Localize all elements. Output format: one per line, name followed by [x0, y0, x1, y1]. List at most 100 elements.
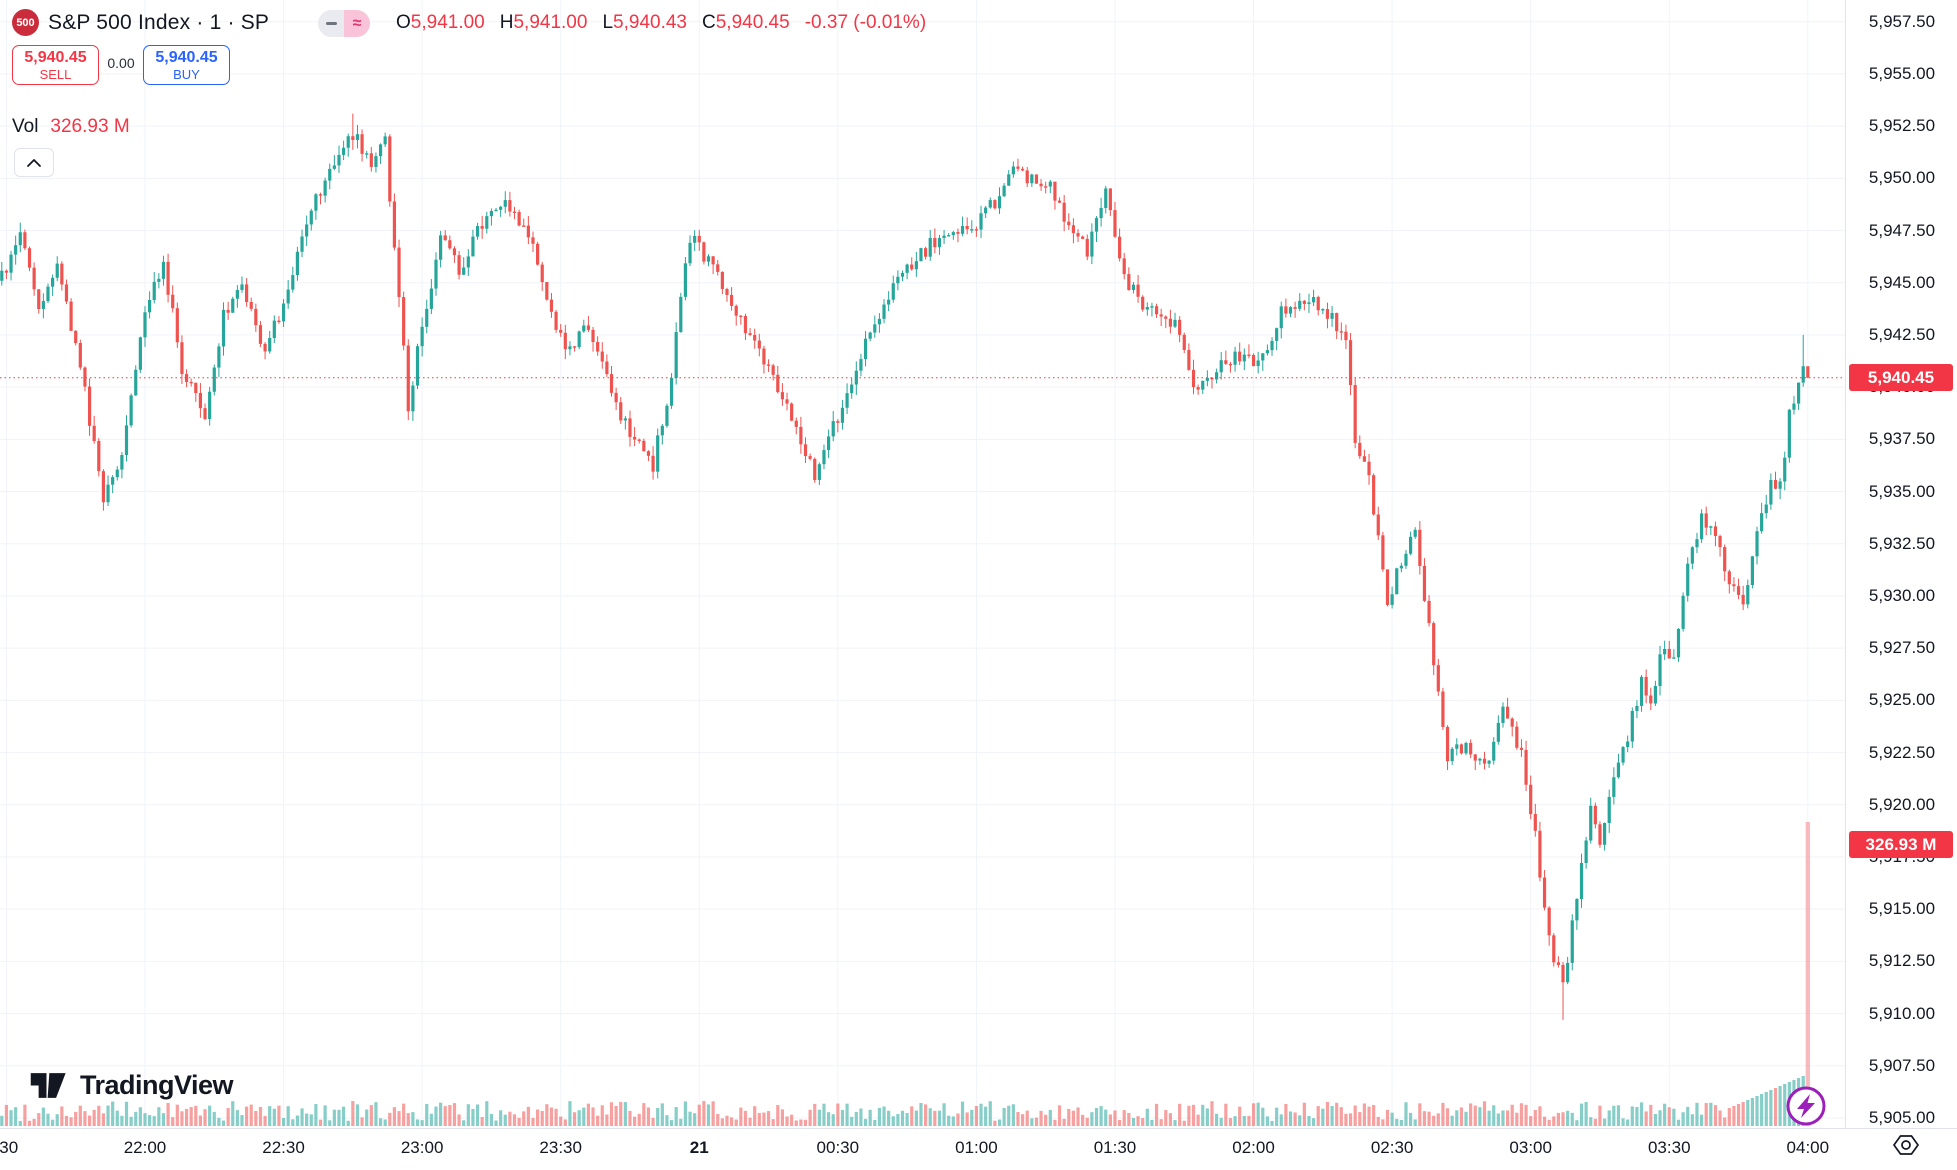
volume-bar [891, 1116, 895, 1126]
volume-bar [1002, 1107, 1006, 1126]
candlestick-chart[interactable] [0, 0, 1845, 1128]
volume-bar [766, 1111, 771, 1126]
quick-access-hexagon-icon[interactable] [1884, 1130, 1928, 1165]
volume-bar [485, 1101, 489, 1126]
volume-bar [1020, 1114, 1025, 1126]
time-axis[interactable]: :30 22:00 22:30 23:00 23:30 21 00:30 01:00 01:30… [0, 1128, 1957, 1170]
volume-bar [1732, 1106, 1736, 1126]
volume-bar [217, 1117, 221, 1126]
candle-body [1164, 316, 1168, 319]
volume-label: Vol [12, 116, 39, 137]
price-axis[interactable]: 5,957.50 5,955.00 5,952.50 5,950.00 5,947.50… [1845, 0, 1957, 1128]
candle-body [41, 301, 45, 309]
candle-body [171, 294, 175, 309]
volume-bar [568, 1101, 572, 1126]
candle-body [1358, 442, 1362, 457]
candle-body [1644, 676, 1648, 696]
volume-bar [277, 1105, 281, 1126]
volume-bar [803, 1119, 808, 1126]
candle-body [1533, 814, 1537, 831]
volume-bar [462, 1120, 466, 1126]
volume-bar [83, 1111, 87, 1126]
volume-bar [753, 1106, 757, 1126]
candle-body [808, 456, 812, 459]
candle-body [850, 384, 854, 394]
candle-body [138, 337, 142, 370]
volume-bar [342, 1106, 346, 1126]
volume-bar [748, 1117, 752, 1126]
approx-icon[interactable]: ≈ [344, 10, 370, 37]
candle-body [134, 369, 138, 396]
volume-bar [794, 1120, 798, 1126]
candle-body [1746, 585, 1750, 605]
candle-body [1039, 183, 1043, 187]
symbol-title[interactable]: S&P 500 Index · 1 · SP [48, 10, 270, 34]
volume-bar [309, 1114, 313, 1126]
volume-bar [711, 1101, 715, 1126]
chart-style-toggle[interactable]: ≈ [318, 10, 370, 37]
volume-bar [970, 1109, 974, 1126]
candle-body [124, 425, 129, 456]
candle-body [1099, 207, 1103, 219]
volume-bar [411, 1112, 415, 1126]
candle-body [859, 359, 863, 371]
volume-bar [937, 1110, 942, 1126]
volume-bar [914, 1110, 918, 1126]
volume-bar [1686, 1106, 1690, 1126]
buy-button[interactable]: 5,940.45 BUY [143, 45, 230, 85]
volume-bar [619, 1101, 623, 1126]
candle-body [1432, 623, 1436, 666]
candle-body [762, 348, 766, 365]
candle-body [1321, 309, 1325, 311]
flash-order-button[interactable] [1786, 1086, 1826, 1126]
candle-body [674, 332, 678, 379]
volume-bar [605, 1114, 609, 1126]
volume-bar [997, 1119, 1002, 1126]
candle-body [1616, 762, 1621, 778]
volume-bar [37, 1113, 41, 1126]
volume-bar [1104, 1109, 1108, 1126]
candle-body [1427, 600, 1431, 624]
volume-bar [318, 1119, 323, 1126]
candle-body [1575, 899, 1579, 921]
volume-bar [1672, 1108, 1676, 1126]
volume-bar [281, 1118, 286, 1126]
volume-bar [730, 1117, 734, 1126]
volume-bar [536, 1109, 540, 1126]
volume-bar [683, 1101, 688, 1126]
candle-body [970, 229, 974, 231]
volume-bar [1164, 1110, 1168, 1126]
candle-body [402, 297, 406, 346]
candle-body [646, 451, 651, 456]
volume-bar [1122, 1110, 1126, 1126]
sell-button[interactable]: 5,940.45 SELL [12, 45, 99, 85]
collapse-panel-button[interactable] [14, 148, 54, 177]
price-axis-label: 5,942.50 [1868, 324, 1936, 344]
candle-body [1413, 529, 1417, 537]
candle-body [1653, 685, 1658, 704]
candle-body [226, 309, 230, 313]
volume-bar [208, 1105, 212, 1126]
price-axis-label: 5,912.50 [1868, 951, 1936, 971]
candle-body [891, 283, 895, 300]
candle-body [1792, 403, 1796, 410]
time-axis-label: 02:00 [1232, 1138, 1275, 1157]
candle-body [351, 136, 355, 140]
dash-icon[interactable] [318, 10, 344, 37]
candle-body [1663, 648, 1667, 655]
volume-bar [1311, 1118, 1316, 1126]
candle-body [1173, 319, 1177, 327]
volume-bar [291, 1119, 295, 1126]
candle-body [549, 299, 554, 312]
volume-bar [231, 1101, 235, 1126]
volume-bar [526, 1106, 530, 1126]
candle-body [1699, 513, 1704, 540]
volume-bar [1746, 1100, 1750, 1126]
volume-bar [799, 1119, 803, 1126]
tradingview-logo[interactable]: TradingView [30, 1070, 234, 1101]
volume-bar [480, 1117, 484, 1126]
candle-body [332, 165, 336, 169]
candle-body [208, 391, 212, 420]
candle-body [1238, 351, 1242, 362]
volume-bar [933, 1110, 937, 1126]
